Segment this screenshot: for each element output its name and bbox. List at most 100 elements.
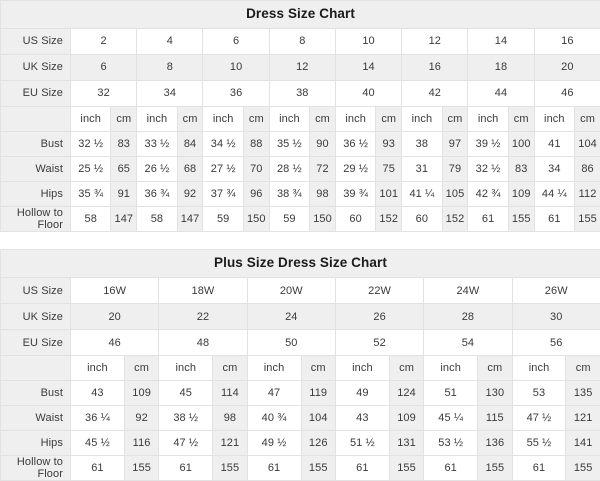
unit-row-label [0, 106, 71, 132]
measurement-cm: 98 [212, 405, 248, 432]
measurement-inch: 47 [246, 380, 302, 407]
measurement-cm: 105 [441, 181, 469, 207]
measurement-cm: 109 [123, 380, 160, 407]
measurement-inch: 38 ¾ [268, 181, 311, 207]
measurement-inch: 40 ¾ [246, 405, 302, 432]
size-value: 16 [533, 28, 600, 55]
measurement-inch: 36 ¼ [70, 405, 125, 432]
measurement-inch: 53 ½ [423, 430, 479, 457]
measurement-inch: 39 ¾ [334, 181, 377, 207]
measurement-inch: 45 ½ [70, 430, 125, 457]
row-label: Hips [0, 430, 71, 457]
measurement-cm: 90 [309, 131, 336, 157]
measurement-cm: 97 [441, 131, 469, 157]
measurement-cm: 65 [110, 156, 138, 182]
measurement-inch: 58 [69, 205, 112, 233]
size-value: 32 [69, 80, 138, 107]
measurement-inch: 35 ½ [268, 131, 311, 157]
unit-header-inch: inch [467, 106, 509, 132]
measurement-cm: 152 [375, 205, 403, 233]
unit-header-cm: cm [441, 106, 469, 132]
measurement-inch: 61 [334, 455, 390, 481]
unit-header-cm: cm [375, 106, 403, 132]
measurement-inch: 28 ½ [268, 156, 311, 182]
measurement-row: Waist 25 ½ 65 26 ½ 68 27 ½ 70 28 ½ 72 29 ½ 75 31 79 3… [0, 156, 600, 182]
unit-header-cm: cm [110, 106, 138, 132]
measurement-inch: 41 ¼ [401, 181, 443, 207]
measurement-inch: 47 ½ [511, 405, 567, 432]
row-label: Bust [0, 380, 71, 407]
size-value: 8 [268, 28, 336, 55]
size-value: 18 [467, 54, 535, 81]
measurement-inch: 49 [334, 380, 390, 407]
measurement-inch: 36 ¾ [136, 181, 178, 207]
measurement-cm: 109 [507, 181, 535, 207]
size-row: UK Size 20 22 24 26 28 30 [0, 303, 600, 331]
measurement-inch: 32 ½ [467, 156, 509, 182]
measurement-inch: 41 [533, 131, 576, 157]
unit-row-label [0, 355, 71, 382]
measurement-inch: 39 ½ [467, 131, 509, 157]
measurement-cm: 155 [212, 455, 248, 481]
measurement-inch: 35 ¾ [69, 181, 112, 207]
dress-size-chart: Dress Size Chart US Size 2 4 6 8 10 12 14 16 UK Si… [0, 0, 600, 233]
unit-header-inch: inch [70, 355, 125, 382]
measurement-cm: 92 [176, 181, 204, 207]
measurement-cm: 126 [300, 430, 336, 457]
measurement-cm: 124 [388, 380, 425, 407]
unit-header-row: inch cm inch cm inch cm inch cm inch cm inch cm inch… [0, 106, 600, 132]
unit-header-cm: cm [574, 106, 600, 132]
row-label: US Size [0, 277, 71, 305]
unit-header-inch: inch [268, 106, 311, 132]
measurement-inch: 31 [401, 156, 443, 182]
size-value: 24W [423, 277, 513, 305]
row-label: Waist [0, 405, 71, 432]
row-label: Waist [0, 156, 71, 182]
unit-header-inch: inch [533, 106, 576, 132]
measurement-inch: 36 ½ [334, 131, 377, 157]
measurement-cm: 86 [574, 156, 600, 182]
measurement-cm: 72 [309, 156, 336, 182]
measurement-row: Hollow to Floor 58 147 58 147 59 150 59 150 60 152… [0, 205, 600, 233]
unit-header-cm: cm [388, 355, 425, 382]
measurement-cm: 75 [375, 156, 403, 182]
size-value: 34 [136, 80, 204, 107]
measurement-inch: 59 [202, 205, 244, 233]
table-gap [0, 232, 600, 250]
size-value: 16 [401, 54, 469, 81]
size-value: 20 [69, 303, 160, 331]
measurement-cm: 155 [388, 455, 425, 481]
measurement-inch: 60 [334, 205, 377, 233]
unit-header-cm: cm [176, 106, 204, 132]
size-value: 52 [334, 329, 425, 357]
size-value: 38 [268, 80, 336, 107]
measurement-inch: 33 ½ [136, 131, 178, 157]
measurement-inch: 61 [70, 455, 125, 481]
measurement-inch: 61 [246, 455, 302, 481]
chart-title: Plus Size Dress Size Chart [0, 249, 600, 279]
size-value: 48 [158, 329, 248, 357]
measurement-cm: 83 [110, 131, 138, 157]
measurement-cm: 70 [242, 156, 270, 182]
size-value: 22W [334, 277, 425, 305]
unit-header-cm: cm [123, 355, 160, 382]
measurement-inch: 60 [401, 205, 443, 233]
size-row: US Size 16W 18W 20W 22W 24W 26W [0, 277, 600, 305]
size-value: 14 [334, 54, 403, 81]
measurement-cm: 141 [565, 430, 600, 457]
measurement-inch: 51 [423, 380, 479, 407]
measurement-row: Hips 45 ½ 116 47 ½ 121 49 ½ 126 51 ½ 131 53 ½ 136 5… [0, 430, 600, 457]
measurement-cm: 155 [300, 455, 336, 481]
size-value: 42 [401, 80, 469, 107]
size-value: 4 [136, 28, 204, 55]
size-value: 54 [423, 329, 513, 357]
size-value: 20 [533, 54, 600, 81]
size-value: 18W [158, 277, 248, 305]
measurement-inch: 43 [70, 380, 125, 407]
measurement-cm: 147 [176, 205, 204, 233]
measurement-cm: 135 [565, 380, 600, 407]
size-value: 6 [202, 28, 270, 55]
unit-header-inch: inch [511, 355, 567, 382]
